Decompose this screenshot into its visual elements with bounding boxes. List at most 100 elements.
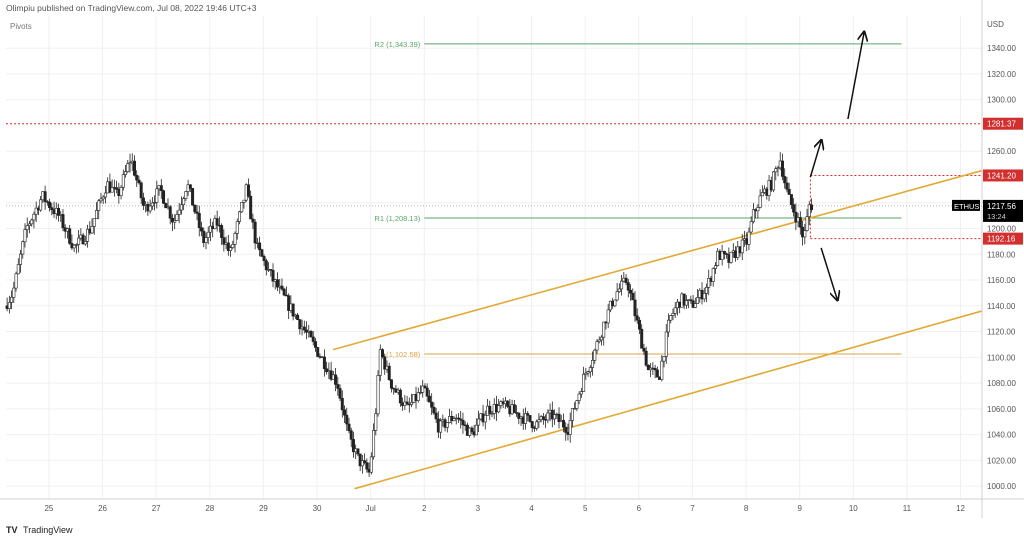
candle-body bbox=[579, 391, 583, 395]
candle-body bbox=[159, 185, 163, 192]
candle-body bbox=[780, 160, 784, 177]
candle-body bbox=[524, 413, 528, 424]
candle-body bbox=[188, 184, 192, 189]
candle-body bbox=[789, 194, 793, 205]
arrow-up bbox=[847, 33, 864, 120]
candle-body bbox=[43, 191, 47, 202]
y-tick-label: 1320.00 bbox=[987, 70, 1016, 79]
candle-body bbox=[110, 187, 114, 193]
candle-body bbox=[602, 321, 606, 338]
candle-body bbox=[461, 419, 465, 426]
y-tick-label: 1340.00 bbox=[987, 44, 1016, 53]
candle-body bbox=[334, 374, 338, 385]
candle-body bbox=[452, 418, 456, 421]
candle-body bbox=[535, 421, 539, 429]
candle-body bbox=[546, 412, 550, 421]
candle-body bbox=[57, 207, 61, 216]
candle-body bbox=[588, 367, 592, 372]
candle-body bbox=[215, 218, 219, 226]
candle-body bbox=[336, 384, 340, 389]
candle-body bbox=[577, 393, 581, 401]
candle-body bbox=[740, 239, 744, 254]
candle-body bbox=[351, 439, 355, 453]
candle-body bbox=[193, 204, 197, 213]
candle-body bbox=[427, 395, 431, 403]
candle-body bbox=[573, 408, 577, 410]
countdown-value: 13:24 bbox=[987, 212, 1006, 221]
horizontal-levels bbox=[6, 123, 982, 240]
candle-body bbox=[635, 315, 639, 321]
tradingview-logo[interactable]: TV TradingView bbox=[6, 525, 73, 535]
candle-body bbox=[316, 347, 320, 357]
candle-body bbox=[68, 228, 72, 244]
candle-body bbox=[477, 418, 481, 426]
candle-body bbox=[490, 413, 494, 415]
pivot-label: R1 (1,208.13) bbox=[374, 214, 420, 223]
candle-body bbox=[195, 211, 199, 214]
candle-body bbox=[615, 291, 619, 301]
candle-body bbox=[34, 207, 38, 215]
x-tick-label: 29 bbox=[259, 504, 268, 513]
candle-body bbox=[137, 179, 141, 184]
channel-line bbox=[354, 310, 983, 490]
candle-body bbox=[298, 319, 302, 330]
candle-body bbox=[434, 412, 438, 420]
candle-body bbox=[425, 387, 429, 397]
candle-body bbox=[664, 331, 668, 357]
candle-body bbox=[474, 424, 478, 436]
candle-body bbox=[360, 460, 364, 467]
candle-body bbox=[376, 375, 380, 415]
candle-body bbox=[561, 420, 565, 428]
candle-body bbox=[794, 211, 798, 223]
candle-body bbox=[177, 209, 181, 215]
candle-body bbox=[39, 199, 43, 211]
candle-body bbox=[689, 299, 693, 302]
x-tick-label: 5 bbox=[583, 504, 588, 513]
candle-body bbox=[103, 192, 107, 198]
candle-body bbox=[423, 385, 427, 389]
candle-body bbox=[251, 218, 255, 223]
indicator-label: Pivots bbox=[10, 22, 32, 31]
candle-body bbox=[12, 287, 16, 298]
candle-body bbox=[197, 213, 201, 229]
candle-body bbox=[389, 379, 393, 389]
candle-body bbox=[696, 297, 700, 304]
candle-body bbox=[432, 406, 436, 414]
candle-body bbox=[792, 204, 796, 213]
x-tick-label: 7 bbox=[690, 504, 695, 513]
candle-body bbox=[483, 414, 487, 423]
candle-body bbox=[372, 430, 376, 458]
candle-body bbox=[416, 392, 420, 401]
level-tag bbox=[983, 232, 1023, 245]
candle-body bbox=[21, 241, 25, 255]
candle-body bbox=[702, 293, 706, 300]
candle-body bbox=[582, 373, 586, 392]
candle-body bbox=[30, 219, 34, 225]
candle-body bbox=[19, 253, 23, 265]
candle-body bbox=[345, 414, 349, 425]
candle-body bbox=[684, 300, 688, 306]
candle-body bbox=[673, 307, 677, 314]
candle-body bbox=[805, 216, 809, 231]
candle-body bbox=[282, 288, 286, 296]
x-tick-label: 12 bbox=[956, 504, 965, 513]
x-tick-label: 30 bbox=[313, 504, 322, 513]
candle-body bbox=[669, 315, 673, 321]
candle-body bbox=[599, 336, 603, 341]
candle-body bbox=[392, 387, 396, 390]
x-tick-label: 9 bbox=[797, 504, 802, 513]
y-tick-label: 1200.00 bbox=[987, 225, 1016, 234]
candle-body bbox=[108, 181, 112, 193]
candle-body bbox=[785, 182, 789, 190]
candle-body bbox=[644, 350, 648, 366]
candle-body bbox=[77, 237, 81, 245]
candle-body bbox=[597, 339, 601, 342]
y-tick-label: 1040.00 bbox=[987, 431, 1016, 440]
candle-body bbox=[175, 214, 179, 221]
candle-body bbox=[526, 413, 530, 416]
candle-body bbox=[729, 251, 733, 263]
candle-body bbox=[74, 244, 78, 246]
symbol-tag-label: ETHUSD bbox=[954, 202, 985, 211]
candle-body bbox=[204, 237, 208, 244]
